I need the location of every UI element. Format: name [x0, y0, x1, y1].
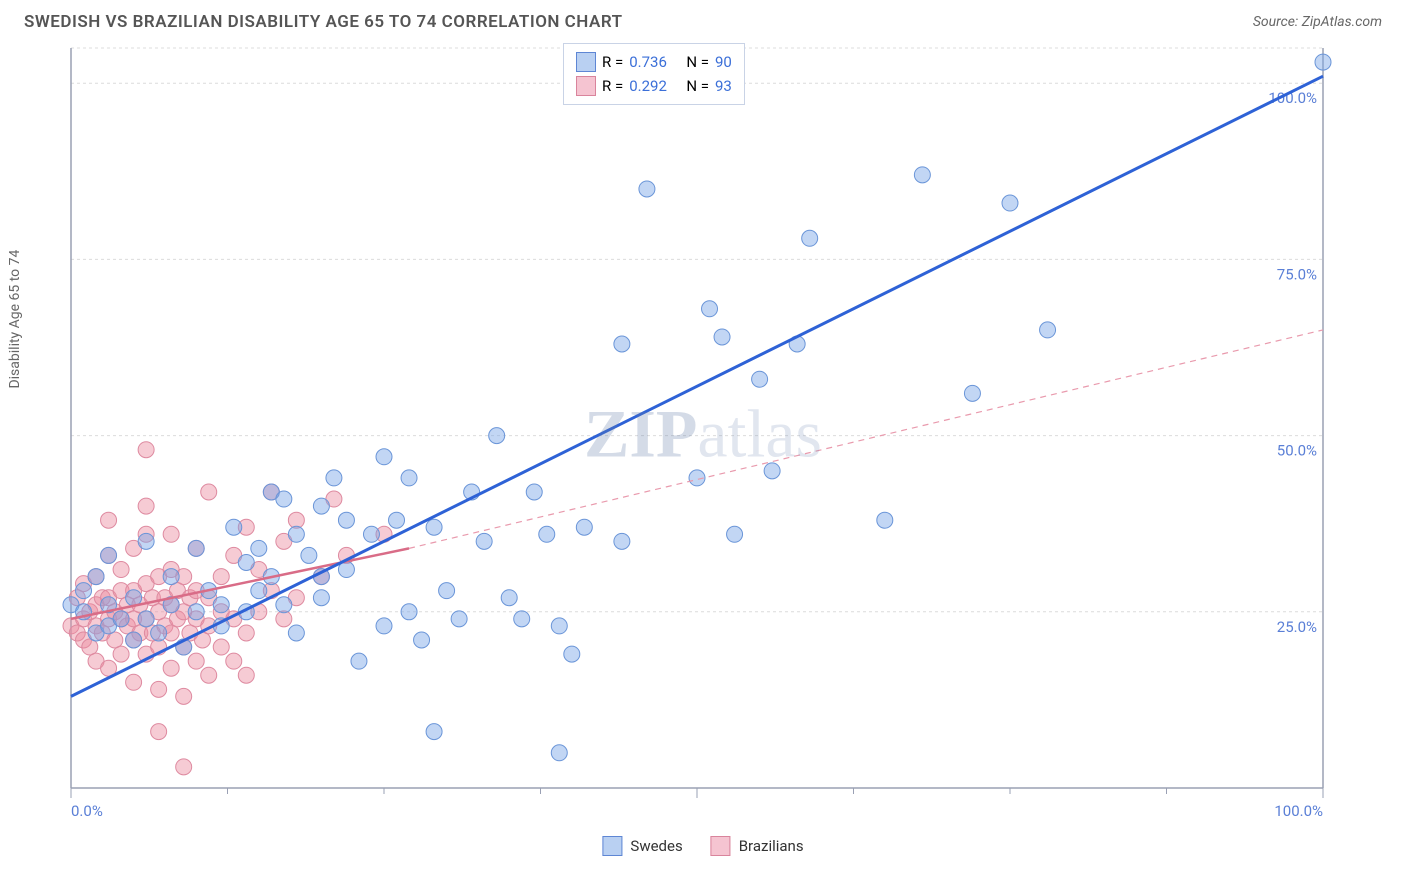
- legend-label-swedes: Swedes: [630, 837, 682, 855]
- series-legend: Swedes Brazilians: [602, 836, 803, 856]
- stats-legend: R = 0.736 N = 90 R = 0.292 N = 93: [563, 43, 745, 105]
- chart-container: Disability Age 65 to 74 0.0%100.0%25.0%5…: [23, 40, 1383, 860]
- svg-text:50.0%: 50.0%: [1277, 442, 1317, 460]
- legend-row-brazilians: R = 0.292 N = 93: [576, 74, 732, 98]
- legend-label-brazilians: Brazilians: [739, 837, 804, 855]
- scatter-plot-svg: 0.0%100.0%25.0%50.0%75.0%100.0%: [23, 40, 1383, 840]
- legend-swatch-blue: [576, 52, 596, 72]
- legend-swatch-swedes: [602, 836, 622, 856]
- chart-title: SWEDISH VS BRAZILIAN DISABILITY AGE 65 T…: [24, 12, 623, 32]
- y-axis-label: Disability Age 65 to 74: [7, 250, 23, 389]
- legend-row-swedes: R = 0.736 N = 90: [576, 50, 732, 74]
- legend-swatch-brazilians: [711, 836, 731, 856]
- legend-swatch-pink: [576, 76, 596, 96]
- svg-text:25.0%: 25.0%: [1277, 618, 1317, 636]
- source-label: Source: ZipAtlas.com: [1253, 14, 1382, 30]
- svg-text:100.0%: 100.0%: [1274, 802, 1323, 820]
- svg-text:0.0%: 0.0%: [71, 802, 103, 820]
- svg-text:75.0%: 75.0%: [1277, 265, 1317, 283]
